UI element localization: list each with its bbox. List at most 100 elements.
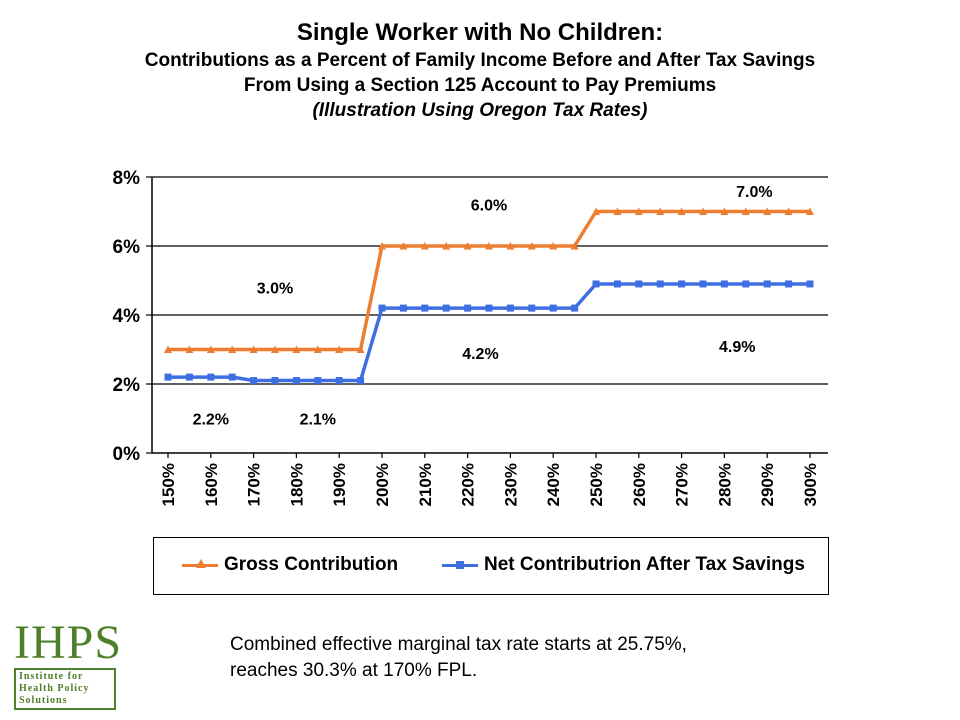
data-point-net xyxy=(806,280,814,288)
data-point-gross xyxy=(249,345,258,353)
logo-subtitle-box: Institute for Health Policy Solutions xyxy=(14,668,116,710)
data-label: 6.0% xyxy=(471,198,507,215)
data-point-gross xyxy=(806,207,814,215)
x-tick-label: 180% xyxy=(287,463,306,506)
data-point-gross xyxy=(164,345,172,353)
chart-title-block: Single Worker with No Children: Contribu… xyxy=(0,18,960,123)
x-tick-label: 260% xyxy=(630,463,649,506)
legend-swatch-net xyxy=(442,560,478,569)
data-point-net xyxy=(164,373,172,381)
data-point-net xyxy=(699,280,707,288)
data-point-gross xyxy=(485,242,493,250)
data-point-net xyxy=(592,280,600,288)
data-point-gross xyxy=(206,345,215,353)
data-point-net xyxy=(442,304,450,312)
data-point-net xyxy=(656,280,664,288)
legend-marker-triangle xyxy=(196,558,206,568)
data-point-gross xyxy=(356,345,365,353)
x-tick-label: 210% xyxy=(416,463,435,506)
data-point-net xyxy=(228,373,236,381)
data-point-gross xyxy=(442,242,451,250)
x-tick-label: 200% xyxy=(373,463,392,506)
y-tick-label: 4% xyxy=(113,306,141,327)
data-label: 3.0% xyxy=(257,280,293,297)
chart-subtitle-line3: (Illustration Using Oregon Tax Rates) xyxy=(312,100,648,121)
data-point-net xyxy=(378,304,386,312)
x-tick-label: 160% xyxy=(202,463,221,506)
x-tick-label: 250% xyxy=(587,463,606,506)
legend-swatch-gross xyxy=(182,558,218,568)
data-point-gross xyxy=(271,345,279,353)
data-point-net xyxy=(399,304,407,312)
data-point-gross xyxy=(420,242,429,250)
x-tick-label: 150% xyxy=(159,463,178,506)
line-chart: 0% 2% 4% 6% 8% 150% 160% 170% 180% 190% 200% 210% 22… xyxy=(113,168,828,506)
data-point-gross xyxy=(656,207,665,215)
x-tick-label: 190% xyxy=(330,463,349,506)
footnote-line2: reaches 30.3% at 170% FPL. xyxy=(230,660,478,681)
data-point-net xyxy=(292,377,300,385)
logo-wordmark: IHPS xyxy=(14,616,123,669)
data-point-net xyxy=(485,304,493,312)
data-point-net xyxy=(250,377,258,385)
data-point-gross xyxy=(527,242,536,250)
footnote: Combined effective marginal tax rate sta… xyxy=(230,632,687,684)
data-point-net xyxy=(785,280,793,288)
series-line-net xyxy=(168,282,810,383)
data-point-gross xyxy=(677,207,686,215)
x-tick-label: 270% xyxy=(673,463,692,506)
data-point-net xyxy=(314,377,322,385)
ihps-logo: IHPS Institute for Health Policy Solutio… xyxy=(14,616,123,710)
data-point-net xyxy=(207,373,215,381)
data-point-gross xyxy=(570,242,579,250)
y-tick-label: 0% xyxy=(113,444,141,465)
data-label: 4.9% xyxy=(719,339,755,356)
legend-item-gross: Gross Contribution xyxy=(182,554,398,576)
data-point-gross xyxy=(506,242,515,250)
data-point-net xyxy=(357,377,365,385)
legend-label-net: Net Contributrion After Tax Savings xyxy=(484,554,805,575)
footnote-line1: Combined effective marginal tax rate sta… xyxy=(230,634,687,655)
legend-marker-square xyxy=(456,560,464,569)
data-point-net xyxy=(720,280,728,288)
chart-title: Single Worker with No Children: xyxy=(296,19,664,46)
data-point-gross xyxy=(592,207,600,215)
chart-subtitle-line1: Contributions as a Percent of Family Inc… xyxy=(144,50,816,71)
data-point-gross xyxy=(185,345,194,353)
data-point-gross xyxy=(463,242,472,250)
y-tick-label: 8% xyxy=(113,168,141,189)
logo-line-2: Health Policy xyxy=(19,683,90,694)
data-point-net xyxy=(421,304,429,312)
data-point-net xyxy=(571,304,579,312)
data-label: 4.2% xyxy=(462,346,498,363)
data-point-net xyxy=(549,304,557,312)
data-point-net xyxy=(506,304,514,312)
data-point-net xyxy=(613,280,621,288)
data-point-gross xyxy=(741,207,750,215)
data-point-gross xyxy=(399,242,408,250)
chart-legend: Gross Contribution Net Contributrion Aft… xyxy=(153,537,829,595)
data-point-gross xyxy=(763,207,772,215)
data-point-net xyxy=(464,304,472,312)
data-point-gross xyxy=(549,242,558,250)
data-point-gross xyxy=(228,345,237,353)
x-tick-label: 300% xyxy=(801,463,820,506)
data-point-gross xyxy=(720,207,729,215)
data-point-gross xyxy=(699,207,707,215)
legend-label-gross: Gross Contribution xyxy=(224,554,399,575)
data-label: 7.0% xyxy=(736,184,772,201)
x-tick-label: 220% xyxy=(459,463,478,506)
data-point-net xyxy=(678,280,686,288)
data-point-gross xyxy=(335,345,344,353)
data-label: 2.2% xyxy=(193,412,229,429)
logo-line-1: Institute for xyxy=(19,671,84,682)
data-point-net xyxy=(635,280,643,288)
data-point-gross xyxy=(378,242,386,250)
logo-line-3: Solutions xyxy=(19,695,68,706)
data-point-net xyxy=(742,280,750,288)
data-point-net xyxy=(763,280,771,288)
x-tick-label: 240% xyxy=(544,463,563,506)
data-point-net xyxy=(185,373,193,381)
x-tick-label: 230% xyxy=(501,463,520,506)
y-tick-label: 6% xyxy=(113,237,141,258)
